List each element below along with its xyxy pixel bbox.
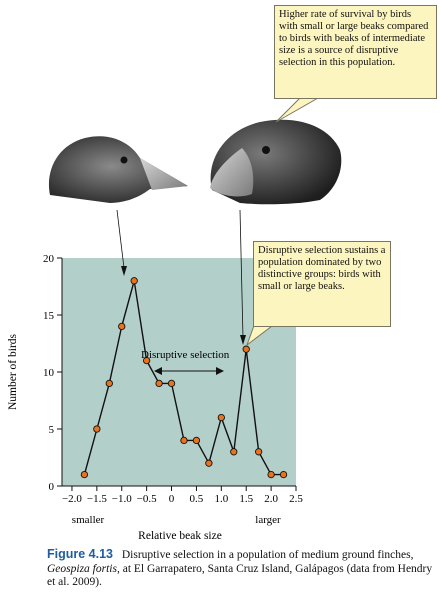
data-point xyxy=(279,470,288,479)
data-point xyxy=(167,379,176,388)
pointer-line-large-beak xyxy=(239,209,246,345)
data-point xyxy=(242,345,250,353)
data-point xyxy=(93,425,101,433)
x-tick-label: 0 xyxy=(169,493,175,505)
y-tick-label: 5 xyxy=(49,424,55,436)
caption-species: Geospiza fortis, xyxy=(47,562,120,575)
x-label-smaller: smaller xyxy=(72,514,105,526)
large-beak-finch-image xyxy=(210,119,342,205)
small-beak-finch-image xyxy=(48,136,189,203)
data-point xyxy=(105,379,113,388)
callout-mid: Disruptive selection sustains a populati… xyxy=(253,241,391,327)
x-tick-label: −2.0 xyxy=(62,493,82,505)
x-label-larger: larger xyxy=(255,514,281,526)
data-point xyxy=(192,436,201,445)
data-point xyxy=(180,436,188,445)
y-axis-label: Number of birds xyxy=(7,333,19,410)
data-point xyxy=(130,277,138,285)
data-point xyxy=(142,356,151,365)
data-point xyxy=(217,413,225,422)
y-tick-label: 0 xyxy=(49,481,55,493)
x-tick-label: −0.5 xyxy=(137,493,157,505)
callout-top-tail xyxy=(275,97,320,123)
data-point xyxy=(230,448,238,456)
x-tick-label: −1.5 xyxy=(87,493,107,505)
x-tick-label: 2.5 xyxy=(289,493,303,505)
figure-number: Figure 4.13 xyxy=(47,547,113,561)
x-axis-label: Relative beak size xyxy=(138,530,222,542)
data-point xyxy=(267,470,275,479)
caption-text-before: Disruptive selection in a population of … xyxy=(121,549,414,561)
x-tick-label: −1.0 xyxy=(112,493,132,505)
figure-caption: Figure 4.13 Disruptive selection in a po… xyxy=(47,547,435,590)
y-tick-label: 15 xyxy=(43,310,55,322)
pointer-line-small-beak xyxy=(116,209,127,276)
data-point xyxy=(155,379,163,388)
data-point xyxy=(80,470,89,479)
data-point xyxy=(118,322,126,331)
y-tick-label: 20 xyxy=(43,253,55,265)
x-tick-label: 1.0 xyxy=(214,493,228,505)
data-point xyxy=(255,448,263,456)
data-point xyxy=(205,459,213,467)
disruptive-selection-annotation: Disruptive selection xyxy=(141,349,230,361)
caption-text-after: at El Garrapatero, Santa Cruz Island, Ga… xyxy=(47,562,433,589)
x-tick-label: 1.5 xyxy=(239,493,253,505)
x-tick-label: 0.5 xyxy=(190,493,204,505)
double-arrow xyxy=(154,367,224,375)
y-tick-label: 10 xyxy=(43,367,55,379)
callout-top: Higher rate of survival by birds with sm… xyxy=(274,5,437,99)
x-tick-label: 2.0 xyxy=(264,493,278,505)
